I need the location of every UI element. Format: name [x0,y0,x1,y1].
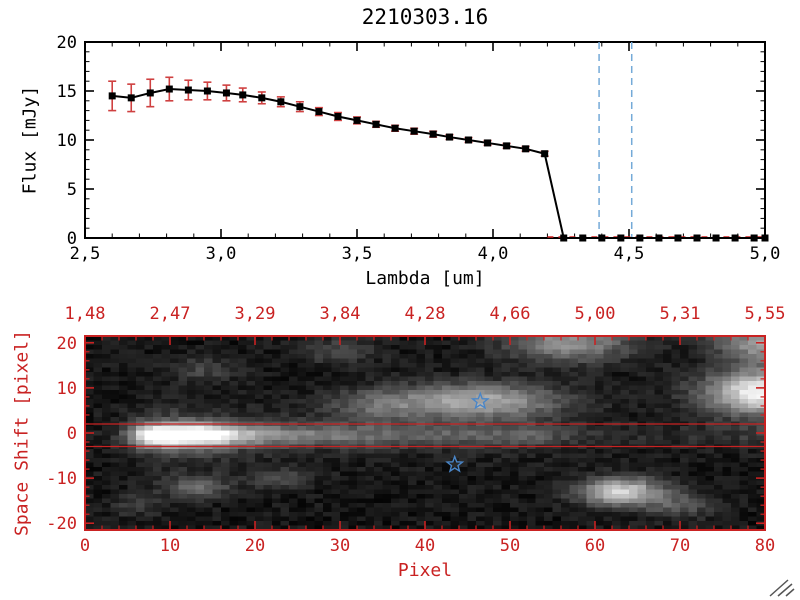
svg-text:10: 10 [57,379,77,399]
svg-text:60: 60 [585,536,605,556]
svg-text:70: 70 [670,536,690,556]
resize-grip-icon [769,579,795,597]
pixel-axis-label: Pixel [397,560,453,581]
svg-text:3,84: 3,84 [320,304,361,324]
lambda-axis-label: Lambda [um] [365,268,485,289]
svg-text:50: 50 [500,536,520,556]
svg-text:5,55: 5,55 [745,304,786,324]
svg-text:30: 30 [330,536,350,556]
svg-text:1,48: 1,48 [65,304,106,324]
space-shift-axis-label: Space Shift [pixel] [11,330,33,536]
svg-text:10: 10 [160,536,180,556]
svg-text:0: 0 [67,424,77,444]
svg-text:5: 5 [67,180,77,200]
svg-text:4,0: 4,0 [478,244,509,264]
svg-text:40: 40 [415,536,435,556]
svg-text:4,66: 4,66 [490,304,531,324]
svg-text:5,0: 5,0 [750,244,781,264]
svg-text:2,47: 2,47 [150,304,191,324]
svg-text:3,0: 3,0 [206,244,237,264]
svg-text:3,29: 3,29 [235,304,276,324]
svg-text:0: 0 [67,229,77,249]
svg-text:20: 20 [245,536,265,556]
svg-text:4,28: 4,28 [405,304,446,324]
svg-text:4,5: 4,5 [614,244,645,264]
svg-text:-20: -20 [46,514,77,534]
spectral-image [85,336,765,530]
svg-text:15: 15 [57,82,77,102]
svg-text:3,5: 3,5 [342,244,373,264]
svg-text:10: 10 [57,131,77,151]
svg-text:5,31: 5,31 [660,304,701,324]
flux-axis-label: Flux [mJy] [19,85,41,195]
svg-text:80: 80 [755,536,775,556]
plot-title: 2210303.16 [361,5,489,29]
svg-text:20: 20 [57,334,77,354]
svg-text:0: 0 [80,536,90,556]
svg-text:2,5: 2,5 [70,244,101,264]
svg-text:-10: -10 [46,469,77,489]
svg-text:20: 20 [57,33,77,53]
svg-text:5,00: 5,00 [575,304,616,324]
